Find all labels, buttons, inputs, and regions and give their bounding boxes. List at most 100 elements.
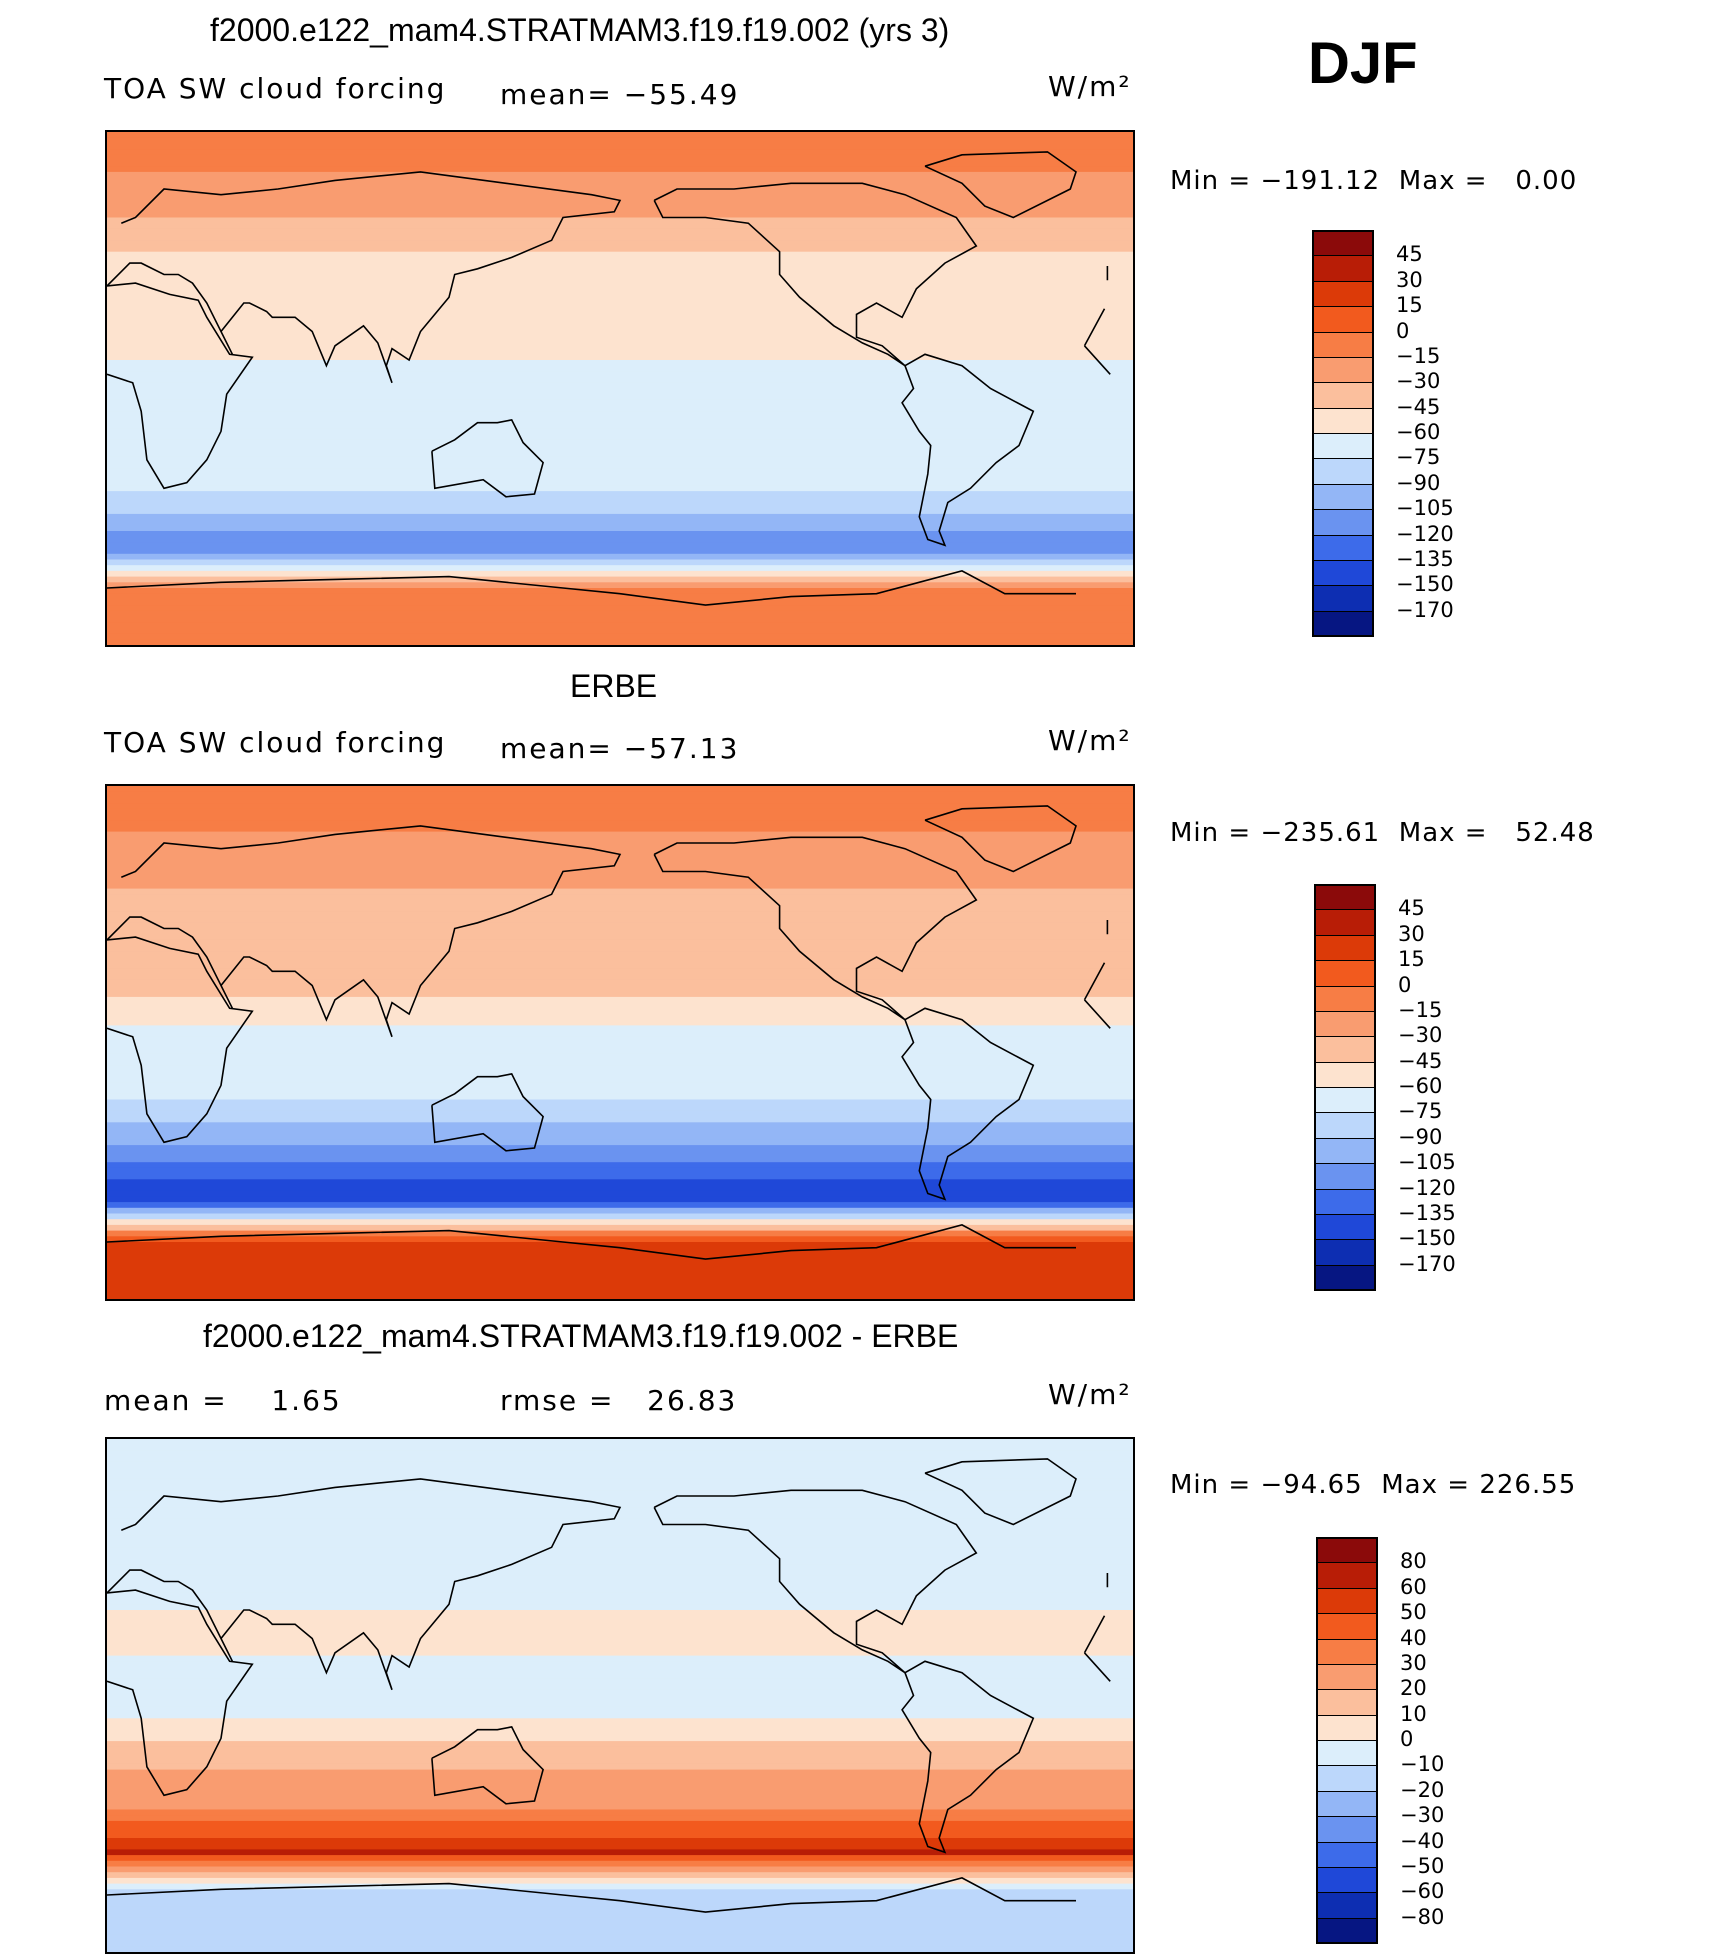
latitude-band xyxy=(107,1934,1133,1942)
latitude-band xyxy=(107,342,1133,350)
panel-model-colorbar: 45 30 15 0 −15 −30 −45 −60 −75 −90 −105 −120 −135 −15… xyxy=(1312,230,1472,637)
panel-obs-map xyxy=(105,784,1135,1301)
latitude-band xyxy=(107,1638,1133,1645)
latitude-band xyxy=(107,434,1133,441)
latitude-band xyxy=(107,622,1133,629)
latitude-band xyxy=(107,843,1133,850)
max-value: 52.48 xyxy=(1515,818,1595,848)
latitude-band xyxy=(107,462,1133,469)
latitude-band xyxy=(107,1099,1133,1106)
coastline-antarctica xyxy=(107,1224,1076,1260)
colorbar-swatch xyxy=(1314,884,1376,910)
latitude-band xyxy=(107,360,1133,367)
colorbar-tick-label: 15 xyxy=(1398,947,1425,972)
colorbar-tick-label: 30 xyxy=(1396,267,1423,292)
latitude-band xyxy=(107,1019,1133,1026)
colorbar-tick-label: 0 xyxy=(1400,1727,1414,1751)
latitude-band xyxy=(107,570,1133,578)
latitude-band xyxy=(107,1712,1133,1719)
max-label: Max xyxy=(1398,818,1456,848)
coastline-namerica xyxy=(653,836,978,1021)
latitude-band xyxy=(107,1604,1133,1611)
latitude-band xyxy=(107,445,1133,452)
latitude-band xyxy=(107,531,1133,538)
colorbar-swatch xyxy=(1314,1010,1376,1037)
latitude-band xyxy=(107,382,1133,390)
latitude-band xyxy=(107,1116,1133,1123)
colorbar-swatch xyxy=(1316,1689,1378,1716)
latitude-band xyxy=(107,1672,1133,1679)
colorbar-tick-label: −90 xyxy=(1398,1124,1443,1149)
latitude-band xyxy=(107,1627,1133,1634)
latitude-band xyxy=(107,1724,1133,1731)
latitude-band xyxy=(107,1110,1133,1118)
latitude-band xyxy=(107,1473,1133,1480)
colorbar-tick-label: −170 xyxy=(1398,1251,1456,1276)
colorbar-tick-label: −20 xyxy=(1400,1777,1445,1802)
latitude-band xyxy=(107,1247,1133,1254)
latitude-band xyxy=(107,1820,1133,1828)
latitude-band xyxy=(107,894,1133,901)
latitude-band xyxy=(107,428,1133,435)
colorbar-swatch xyxy=(1314,1137,1376,1164)
latitude-band xyxy=(107,1002,1133,1009)
latitude-band xyxy=(107,1513,1133,1520)
latitude-band xyxy=(107,1689,1133,1697)
colorbar-tick-label: 15 xyxy=(1396,293,1423,318)
colorbar-tick-label: −90 xyxy=(1396,470,1441,495)
colorbar-swatch xyxy=(1316,1562,1378,1589)
latitude-band xyxy=(107,945,1133,952)
panel-model-mean: mean= −55.49 xyxy=(500,78,740,111)
latitude-band xyxy=(107,1128,1133,1135)
latitude-band xyxy=(107,1649,1133,1657)
latitude-band xyxy=(107,149,1133,156)
latitude-band xyxy=(107,1553,1133,1560)
colorbar-tick-label: 60 xyxy=(1400,1574,1427,1599)
latitude-band xyxy=(107,1946,1133,1952)
latitude-band xyxy=(107,1105,1133,1112)
latitude-band xyxy=(107,939,1133,947)
latitude-band xyxy=(107,639,1133,645)
latitude-band xyxy=(107,508,1133,515)
latitude-band xyxy=(107,1093,1133,1101)
latitude-band xyxy=(107,1444,1133,1451)
colorbar-swatch xyxy=(1312,433,1374,459)
coastline-africa xyxy=(107,282,1111,490)
colorbar-swatch xyxy=(1316,1740,1378,1766)
colorbar-swatch xyxy=(1312,280,1374,307)
latitude-band xyxy=(107,297,1133,304)
latitude-band xyxy=(107,1775,1133,1782)
latitude-band xyxy=(107,1053,1133,1061)
coastline-namerica xyxy=(653,182,978,367)
colorbar-tick-label: −15 xyxy=(1396,343,1441,368)
latitude-band xyxy=(107,228,1133,236)
colorbar-swatch xyxy=(1316,1816,1378,1842)
latitude-band xyxy=(107,1900,1133,1907)
latitude-band xyxy=(107,468,1133,475)
colorbar-swatch xyxy=(1316,1866,1378,1893)
latitude-band xyxy=(107,877,1133,884)
latitude-band xyxy=(107,991,1133,998)
colorbar-tick-label: −10 xyxy=(1400,1752,1445,1777)
latitude-band xyxy=(107,1179,1133,1186)
latitude-band xyxy=(107,1082,1133,1089)
latitude-band xyxy=(107,320,1133,327)
latitude-band xyxy=(107,217,1133,224)
latitude-band xyxy=(107,553,1133,561)
colorbar-swatch xyxy=(1312,255,1374,282)
max-label: Max xyxy=(1398,166,1456,196)
latitude-band xyxy=(107,1008,1133,1015)
latitude-band xyxy=(107,616,1133,623)
colorbar-swatch xyxy=(1316,1537,1378,1563)
latitude-band xyxy=(107,1145,1133,1152)
latitude-band xyxy=(107,808,1133,816)
latitude-band xyxy=(107,1809,1133,1816)
min-label: Min xyxy=(1170,166,1220,196)
latitude-band xyxy=(107,1877,1133,1885)
latitude-band xyxy=(107,1701,1133,1708)
latitude-band xyxy=(107,1684,1133,1691)
latitude-band xyxy=(107,1167,1133,1175)
latitude-band xyxy=(107,160,1133,167)
latitude-band xyxy=(107,882,1133,890)
latitude-band xyxy=(107,1581,1133,1588)
